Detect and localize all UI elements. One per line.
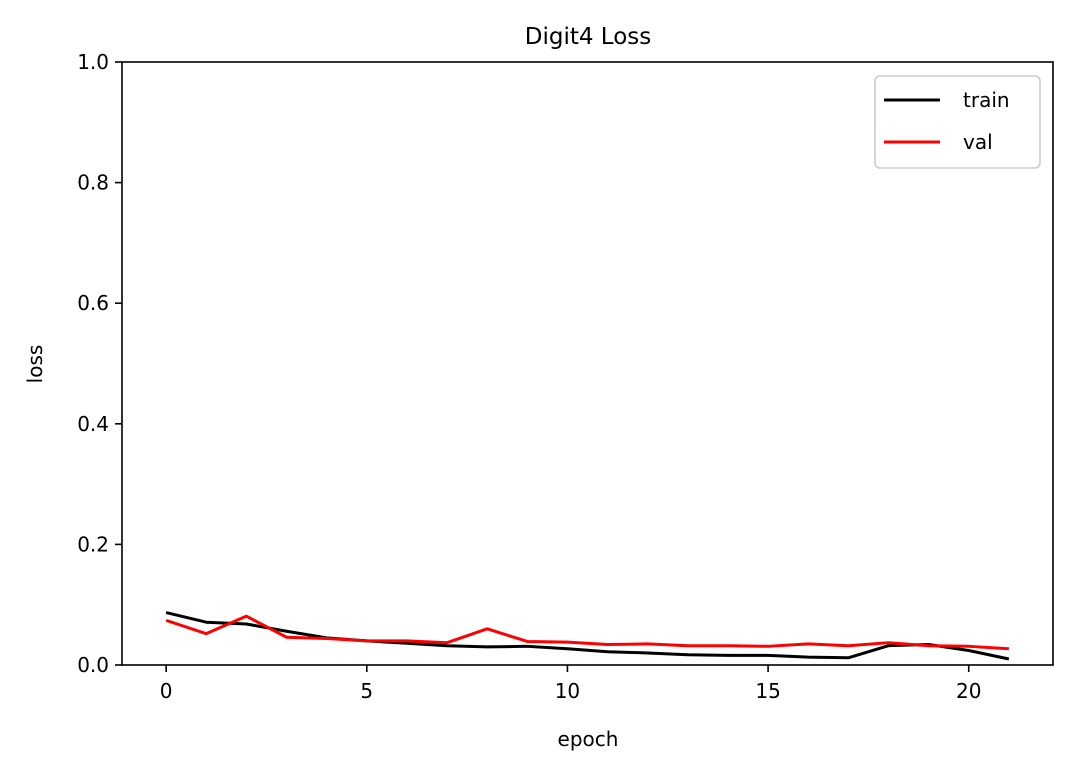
legend: train val	[874, 75, 1041, 169]
y-tick-label: 0.2	[77, 532, 109, 556]
y-tick-label: 0.4	[77, 412, 109, 436]
legend-box	[874, 75, 1041, 169]
legend-train-label: train	[963, 88, 1010, 112]
x-axis-label: epoch	[558, 727, 619, 751]
x-tick-label: 10	[555, 679, 580, 703]
x-tick-label: 5	[360, 679, 373, 703]
y-tick-label: 0.0	[77, 653, 109, 677]
y-tick-label: 1.0	[77, 50, 109, 74]
series-line-val	[165, 614, 1009, 651]
series-line-train	[165, 611, 1010, 661]
y-tick-label: 0.6	[77, 291, 109, 315]
x-tick-label: 0	[160, 679, 173, 703]
x-tick-label: 15	[755, 679, 780, 703]
x-axis-ticks: 0 5 10 15 20	[160, 665, 981, 703]
x-tick-label: 20	[956, 679, 981, 703]
series-layer	[165, 611, 1010, 661]
plot-frame	[121, 61, 1054, 666]
y-axis-label: loss	[23, 345, 47, 384]
y-axis-ticks: 0.0 0.2 0.4 0.6 0.8 1.0	[77, 50, 122, 677]
chart-title: Digit4 Loss	[525, 24, 652, 50]
legend-val-label: val	[963, 130, 993, 154]
y-tick-label: 0.8	[77, 171, 109, 195]
